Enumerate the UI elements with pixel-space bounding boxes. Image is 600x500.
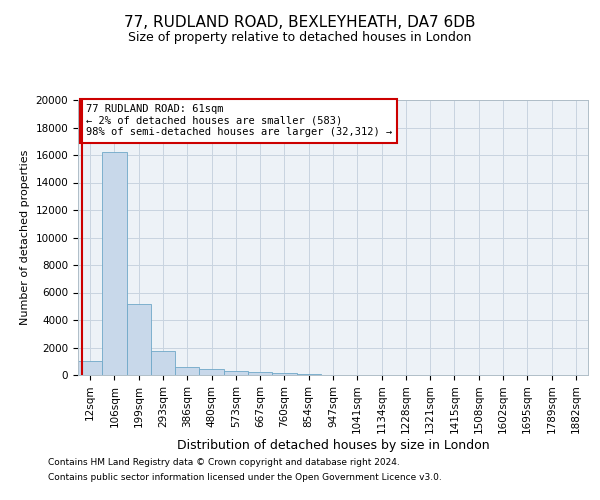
Text: Size of property relative to detached houses in London: Size of property relative to detached ho… (128, 31, 472, 44)
Bar (248, 372, 272, 375)
Text: 77, RUDLAND ROAD, BEXLEYHEATH, DA7 6DB: 77, RUDLAND ROAD, BEXLEYHEATH, DA7 6DB (124, 15, 476, 30)
Bar (199, 369, 224, 375)
Bar (224, 372, 248, 375)
Bar (78, 360, 102, 375)
Text: Contains public sector information licensed under the Open Government Licence v3: Contains public sector information licen… (48, 473, 442, 482)
Bar (175, 367, 199, 375)
Bar (296, 374, 321, 375)
Bar (151, 351, 175, 375)
Text: Contains HM Land Registry data © Crown copyright and database right 2024.: Contains HM Land Registry data © Crown c… (48, 458, 400, 467)
Bar (272, 373, 296, 375)
Bar (127, 304, 151, 375)
X-axis label: Distribution of detached houses by size in London: Distribution of detached houses by size … (176, 439, 490, 452)
Text: 77 RUDLAND ROAD: 61sqm
← 2% of detached houses are smaller (583)
98% of semi-det: 77 RUDLAND ROAD: 61sqm ← 2% of detached … (86, 104, 392, 138)
Bar (102, 152, 127, 375)
Y-axis label: Number of detached properties: Number of detached properties (20, 150, 30, 325)
